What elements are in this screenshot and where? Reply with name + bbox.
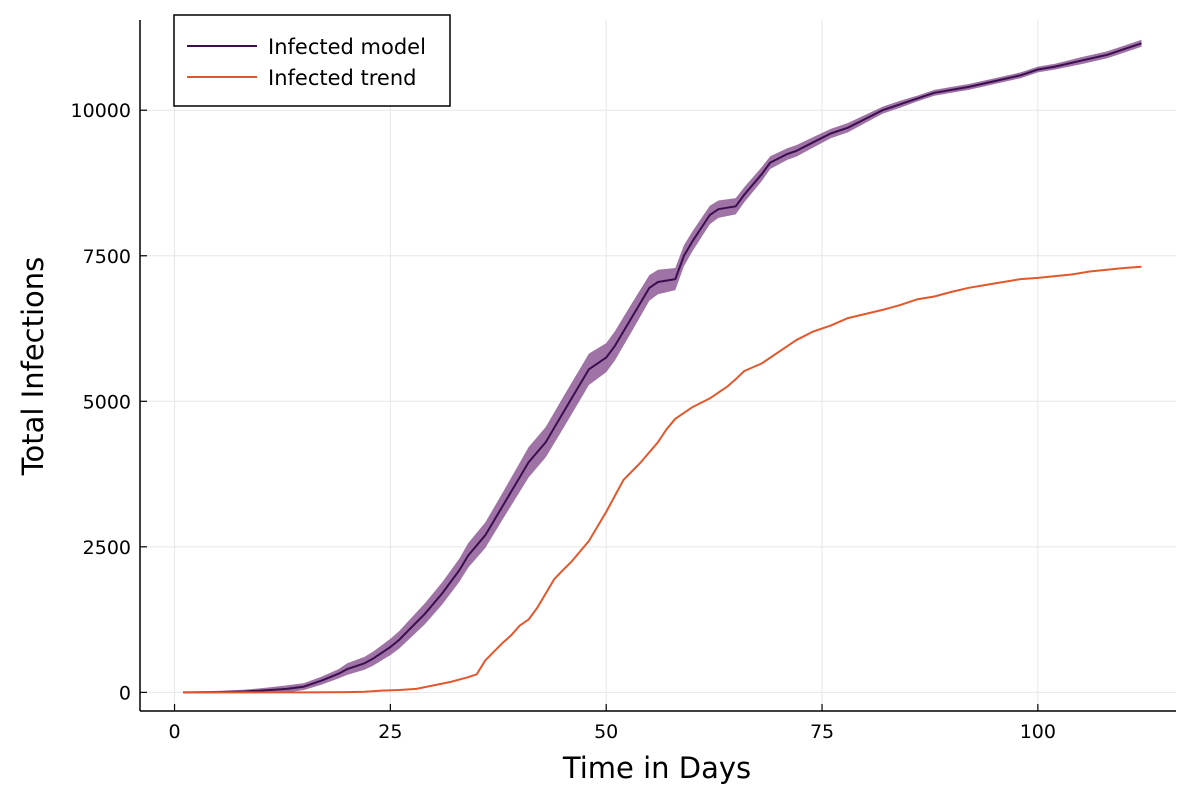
x-tick-label: 25 <box>378 721 402 743</box>
y-tick-label: 10000 <box>71 100 131 122</box>
x-tick-label: 75 <box>810 721 834 743</box>
y-tick-label: 2500 <box>83 537 131 559</box>
legend-box <box>173 14 451 107</box>
legend-label-infected-model: Infected model <box>268 35 426 59</box>
confidence-bands <box>183 39 1142 694</box>
series-lines <box>183 42 1142 694</box>
band-infected-model <box>183 39 1142 694</box>
line-infected-model <box>183 42 1142 694</box>
y-tick-label: 0 <box>119 682 131 704</box>
y-tick-label: 5000 <box>83 391 131 413</box>
x-tick-label: 100 <box>1020 721 1056 743</box>
x-tick-label: 50 <box>594 721 618 743</box>
x-axis-title: Time in Days <box>562 751 751 785</box>
y-axis-title: Total Infections <box>16 257 50 477</box>
tick-labels: 0 25 50 75 100 0 2500 5000 7500 10000 <box>71 100 1056 743</box>
grid <box>140 20 1176 711</box>
y-tick-label: 7500 <box>83 246 131 268</box>
legend: Infected model Infected trend <box>173 14 451 107</box>
line-infected-trend <box>183 265 1142 694</box>
axes <box>139 20 1176 712</box>
legend-label-infected-trend: Infected trend <box>268 66 417 90</box>
x-tick-label: 0 <box>168 721 180 743</box>
